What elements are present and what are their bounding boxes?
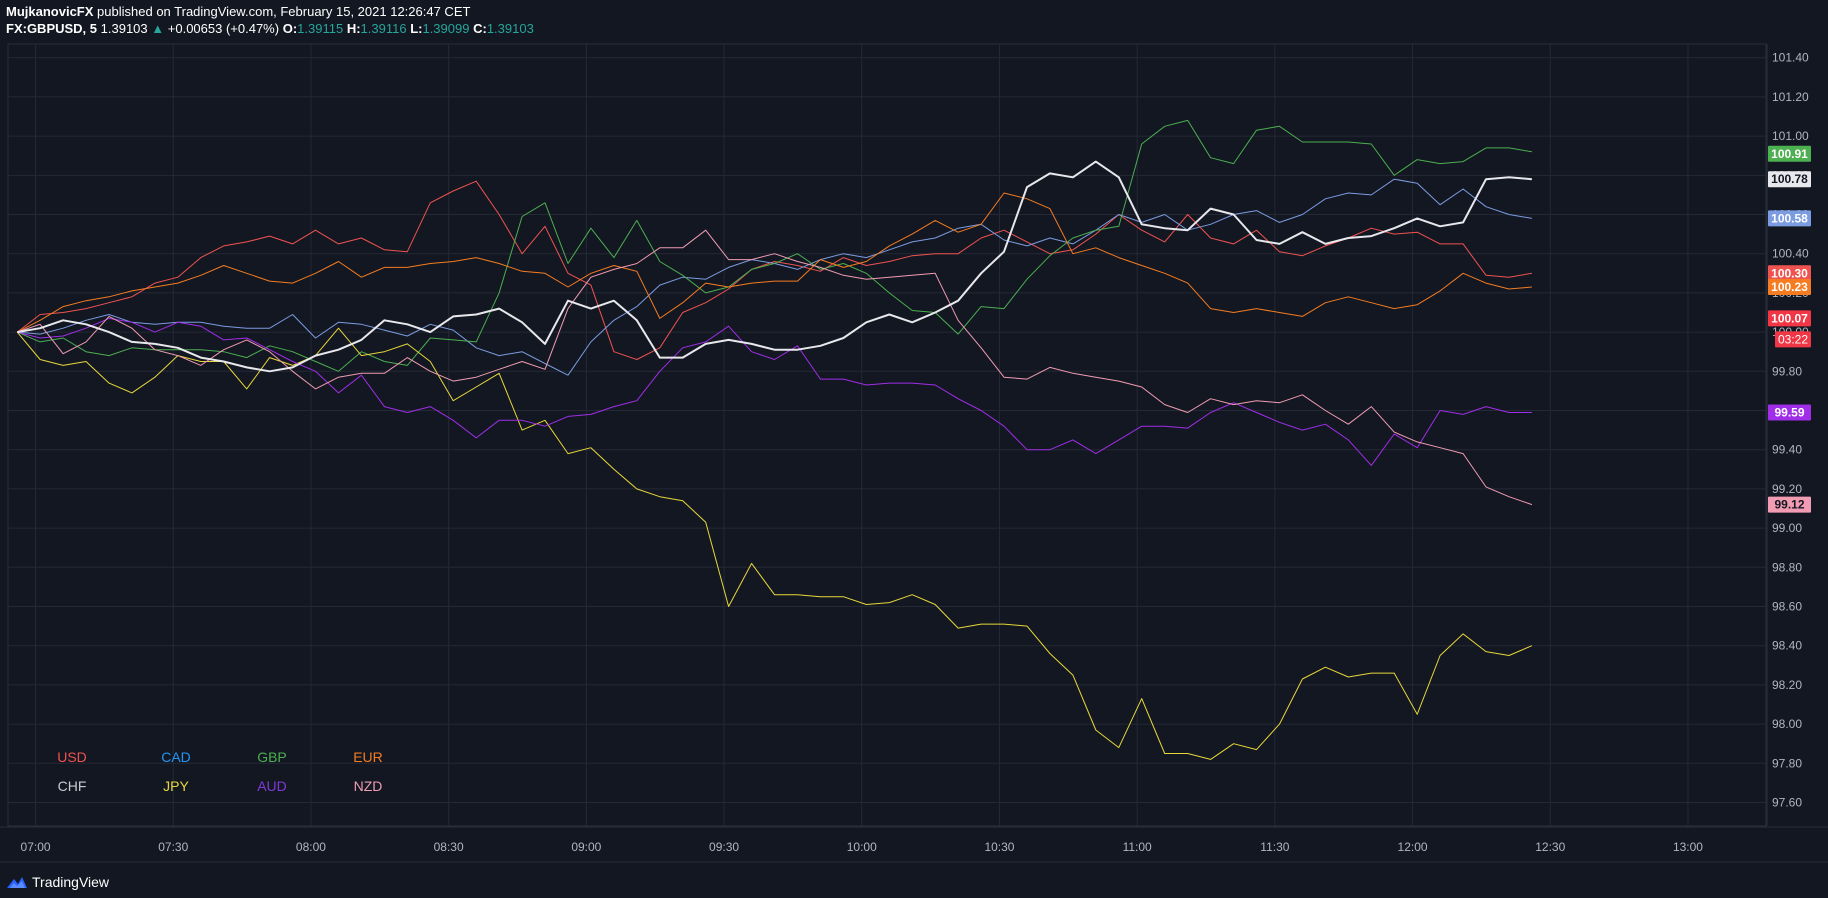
countdown-bg xyxy=(1775,331,1811,348)
symbol-name[interactable]: FX:GBPUSD, 5 xyxy=(6,21,98,36)
y-tick-label: 98.20 xyxy=(1772,678,1802,692)
price-label-nzd-bg xyxy=(1768,496,1811,513)
open-value: 1.39115 xyxy=(297,21,344,36)
x-tick-label: 11:00 xyxy=(1123,840,1152,854)
close-value: 1.39103 xyxy=(486,21,534,36)
y-tick-label: 101.20 xyxy=(1772,90,1809,104)
x-tick-label: 10:30 xyxy=(984,840,1014,854)
price-label-cad-bg xyxy=(1768,210,1811,227)
y-tick-label: 98.60 xyxy=(1772,599,1802,613)
price-label-eur-bg xyxy=(1768,279,1811,296)
publish-info: MujkanovicFX published on TradingView.co… xyxy=(6,4,470,19)
plot-frame xyxy=(7,43,1767,827)
price-label-usd-bg xyxy=(1768,265,1811,282)
series-line-nzd xyxy=(17,229,1533,506)
price-label-usd: 100.30 xyxy=(1771,266,1808,280)
price-label-chf: 100.78 xyxy=(1771,172,1808,186)
price-label-current: 100.07 xyxy=(1771,311,1808,325)
x-tick-label: 08:30 xyxy=(434,840,464,854)
series-line-aud xyxy=(17,317,1532,466)
legend-item-usd: USD xyxy=(57,749,87,765)
open-label: O: xyxy=(282,21,298,36)
price-label-chf-bg xyxy=(1768,171,1811,188)
y-tick-label: 100.40 xyxy=(1772,247,1809,261)
series-line-cad xyxy=(17,178,1532,376)
publish-text: published on TradingView.com, February 1… xyxy=(97,4,471,19)
legend-item-nzd: NZD xyxy=(354,778,383,794)
series-line-eur xyxy=(16,192,1532,333)
price-change: +0.00653 (+0.47%) xyxy=(167,21,280,36)
author-name[interactable]: MujkanovicFX xyxy=(6,4,94,19)
x-tick-label: 08:00 xyxy=(296,840,326,854)
countdown-label: 03:22 xyxy=(1778,332,1808,346)
x-tick-label: 13:00 xyxy=(1673,840,1703,854)
x-tick-label: 10:00 xyxy=(847,840,877,854)
brand-name: TradingView xyxy=(32,874,110,890)
up-arrow-icon: ▲ xyxy=(151,21,165,36)
high-label: H: xyxy=(346,21,361,36)
x-tick-label: 11:30 xyxy=(1260,840,1289,854)
y-tick-label: 99.00 xyxy=(1772,521,1802,535)
price-label-aud-bg xyxy=(1768,404,1811,421)
x-tick-label: 12:00 xyxy=(1398,840,1428,854)
brand[interactable]: TradingView xyxy=(6,874,109,890)
x-tick-label: 07:30 xyxy=(158,840,188,854)
y-tick-label: 97.60 xyxy=(1772,795,1802,809)
y-tick-label: 101.40 xyxy=(1772,51,1809,65)
y-tick-label: 97.80 xyxy=(1772,756,1802,770)
series-line-chf xyxy=(17,160,1532,373)
low-label: L: xyxy=(410,21,423,36)
tradingview-logo-icon xyxy=(7,877,27,888)
price-label-current-bg xyxy=(1768,310,1811,327)
y-tick-label: 98.40 xyxy=(1772,639,1802,653)
close-label: C: xyxy=(473,21,487,36)
x-tick-label: 12:30 xyxy=(1535,840,1565,854)
x-tick-label: 07:00 xyxy=(21,840,51,854)
legend-item-gbp: GBP xyxy=(257,749,287,765)
series-line-jpy xyxy=(16,327,1533,760)
y-tick-label: 99.80 xyxy=(1772,364,1802,378)
legend-item-aud: AUD xyxy=(257,778,287,794)
price-label-cad: 100.58 xyxy=(1771,211,1808,225)
last-price: 1.39103 xyxy=(100,21,148,36)
price-label-gbp-bg xyxy=(1768,145,1811,162)
x-tick-label: 09:30 xyxy=(709,840,739,854)
price-label-nzd: 99.12 xyxy=(1774,498,1804,512)
legend-item-jpy: JPY xyxy=(163,778,189,794)
legend-item-chf: CHF xyxy=(58,778,87,794)
y-tick-label: 99.20 xyxy=(1772,482,1802,496)
price-label-gbp: 100.91 xyxy=(1771,147,1808,161)
y-tick-label: 101.00 xyxy=(1772,129,1809,143)
series-line-gbp xyxy=(17,119,1532,372)
legend-item-cad: CAD xyxy=(161,749,191,765)
legend-item-eur: EUR xyxy=(353,749,383,765)
y-tick-label: 99.40 xyxy=(1772,443,1802,457)
y-tick-label: 98.00 xyxy=(1772,717,1802,731)
price-label-aud: 99.59 xyxy=(1774,405,1804,419)
low-value: 1.39099 xyxy=(422,21,470,36)
high-value: 1.39116 xyxy=(360,21,407,36)
series-line-usd xyxy=(16,180,1532,360)
y-tick-label: 98.80 xyxy=(1772,560,1802,574)
price-label-eur: 100.23 xyxy=(1771,280,1808,294)
symbol-info: FX:GBPUSD, 5 1.39103 ▲ +0.00653 (+0.47%)… xyxy=(6,21,534,36)
x-tick-label: 09:00 xyxy=(571,840,601,854)
